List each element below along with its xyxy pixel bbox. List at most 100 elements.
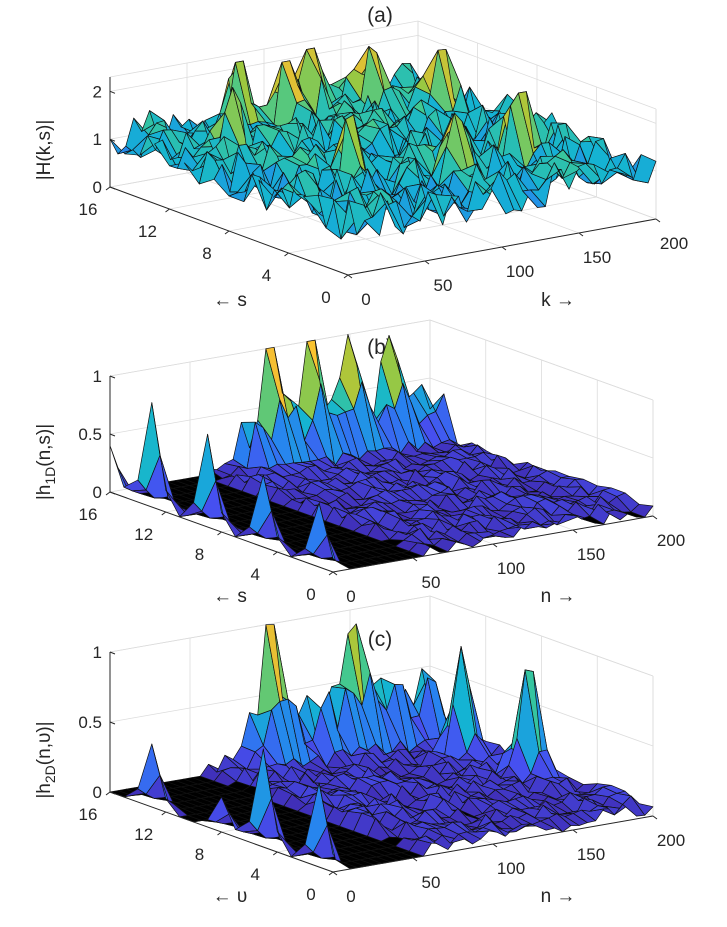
s-tick: [105, 791, 111, 796]
z-tick-label: 0: [93, 178, 102, 197]
k-tick: [332, 571, 338, 576]
k-tick: [332, 871, 338, 876]
k-tick-label: 0: [346, 587, 355, 606]
k-tick-label: 50: [422, 573, 441, 592]
panel-b-slabel: ← s: [213, 586, 247, 607]
panel-c-zlabel-main: |h: [34, 783, 55, 799]
s-tick-label: 12: [134, 525, 153, 544]
k-tick-label: 200: [657, 531, 685, 550]
s-tick: [161, 511, 167, 516]
s-tick: [217, 831, 222, 836]
panel-b-axes: 0 50 100 150 200 0 4 8 12 16 0 0.5 1: [78, 367, 685, 606]
s-tick-label: 8: [202, 244, 211, 263]
z-tick-label: 2: [93, 82, 102, 101]
k-tick-label: 100: [497, 559, 525, 578]
s-tick-label: 12: [138, 222, 157, 241]
z-tick: [109, 721, 116, 725]
panel-c-title: (c): [368, 628, 393, 651]
gridline: [109, 595, 431, 653]
panel-a-surface: [109, 46, 657, 240]
gridline: [429, 595, 654, 677]
k-tick-label: 100: [506, 262, 534, 281]
gridline: [109, 20, 419, 78]
panel-b-zlabel-tail: (n,s)|: [34, 424, 55, 467]
panel-a-title: (a): [367, 4, 393, 27]
s-tick: [328, 571, 334, 576]
k-tick-label: 0: [346, 887, 355, 906]
k-tick: [424, 260, 430, 265]
surface-face: [630, 795, 654, 816]
s-tick-label: 4: [251, 565, 260, 584]
panel-a-slabel: ← s: [213, 290, 247, 311]
panel-c-xlabel: n →: [541, 886, 576, 907]
panel-c-zlabel-tail: (n,υ)|: [34, 721, 55, 765]
panel-c-surface: [109, 623, 654, 869]
z-tick: [109, 651, 116, 655]
surface-face: [630, 503, 654, 518]
k-tick: [655, 218, 661, 223]
k-tick-label: 0: [361, 290, 370, 309]
k-tick: [572, 529, 578, 534]
k-tick-label: 150: [577, 545, 605, 564]
s-tick-label: 8: [195, 845, 204, 864]
s-tick: [161, 811, 167, 816]
panel-c-axes: 0 50 100 150 200 0 4 8 12 16 0 0.5 1: [78, 643, 685, 906]
s-tick: [224, 230, 230, 235]
panel-b-xlabel: n →: [541, 586, 576, 607]
panel-c-zlabel: |h2D(n,υ)|: [34, 721, 58, 798]
k-tick-label: 100: [497, 859, 525, 878]
panel-b-surface: [109, 334, 654, 569]
s-tick: [284, 252, 289, 257]
z-tick: [109, 375, 116, 379]
surface-face: [632, 154, 657, 184]
s-tick-label: 0: [321, 288, 330, 307]
panel-c-slabel: ← υ: [213, 886, 248, 907]
s-tick-label: 8: [195, 545, 204, 564]
s-tick: [105, 491, 111, 496]
k-tick: [572, 829, 578, 834]
z-tick-label: 1: [93, 130, 102, 149]
z-tick-label: 0.5: [78, 713, 102, 732]
z-tick-label: 0.5: [78, 425, 102, 444]
surface-face: [109, 445, 133, 492]
k-tick: [492, 843, 498, 848]
s-tick: [272, 851, 278, 856]
s-tick-label: 16: [79, 505, 98, 524]
k-tick: [347, 274, 353, 279]
s-tick-label: 4: [251, 865, 260, 884]
z-tick: [109, 491, 116, 495]
panel-b-zlabel-sub: 1D: [42, 467, 58, 485]
z-tick-label: 1: [93, 367, 102, 386]
z-tick: [109, 186, 116, 190]
s-tick: [328, 871, 334, 876]
k-tick-label: 200: [660, 234, 688, 253]
panel-b-zlabel-main: |h: [34, 485, 55, 501]
gridline: [417, 20, 657, 110]
panel-c-zlabel-sub: 2D: [42, 765, 58, 783]
s-tick: [217, 531, 222, 536]
k-tick-label: 50: [434, 276, 453, 295]
s-tick-label: 0: [306, 585, 315, 604]
panel-b-zlabel: |h1D(n,s)|: [34, 424, 58, 500]
s-tick: [343, 274, 349, 279]
k-tick-label: 200: [657, 831, 685, 850]
z-tick-label: 0: [93, 483, 102, 502]
k-tick: [652, 515, 658, 520]
k-tick: [501, 246, 507, 251]
panel-a-xlabel: k →: [541, 290, 575, 311]
s-tick-label: 16: [79, 805, 98, 824]
z-tick-label: 1: [93, 643, 102, 662]
k-tick: [412, 857, 418, 862]
k-tick-label: 150: [577, 845, 605, 864]
z-tick-label: 0: [93, 783, 102, 802]
z-tick: [109, 791, 116, 795]
s-tick-label: 0: [306, 885, 315, 904]
s-tick-label: 12: [134, 825, 153, 844]
k-tick: [578, 232, 584, 237]
z-tick: [109, 138, 116, 142]
